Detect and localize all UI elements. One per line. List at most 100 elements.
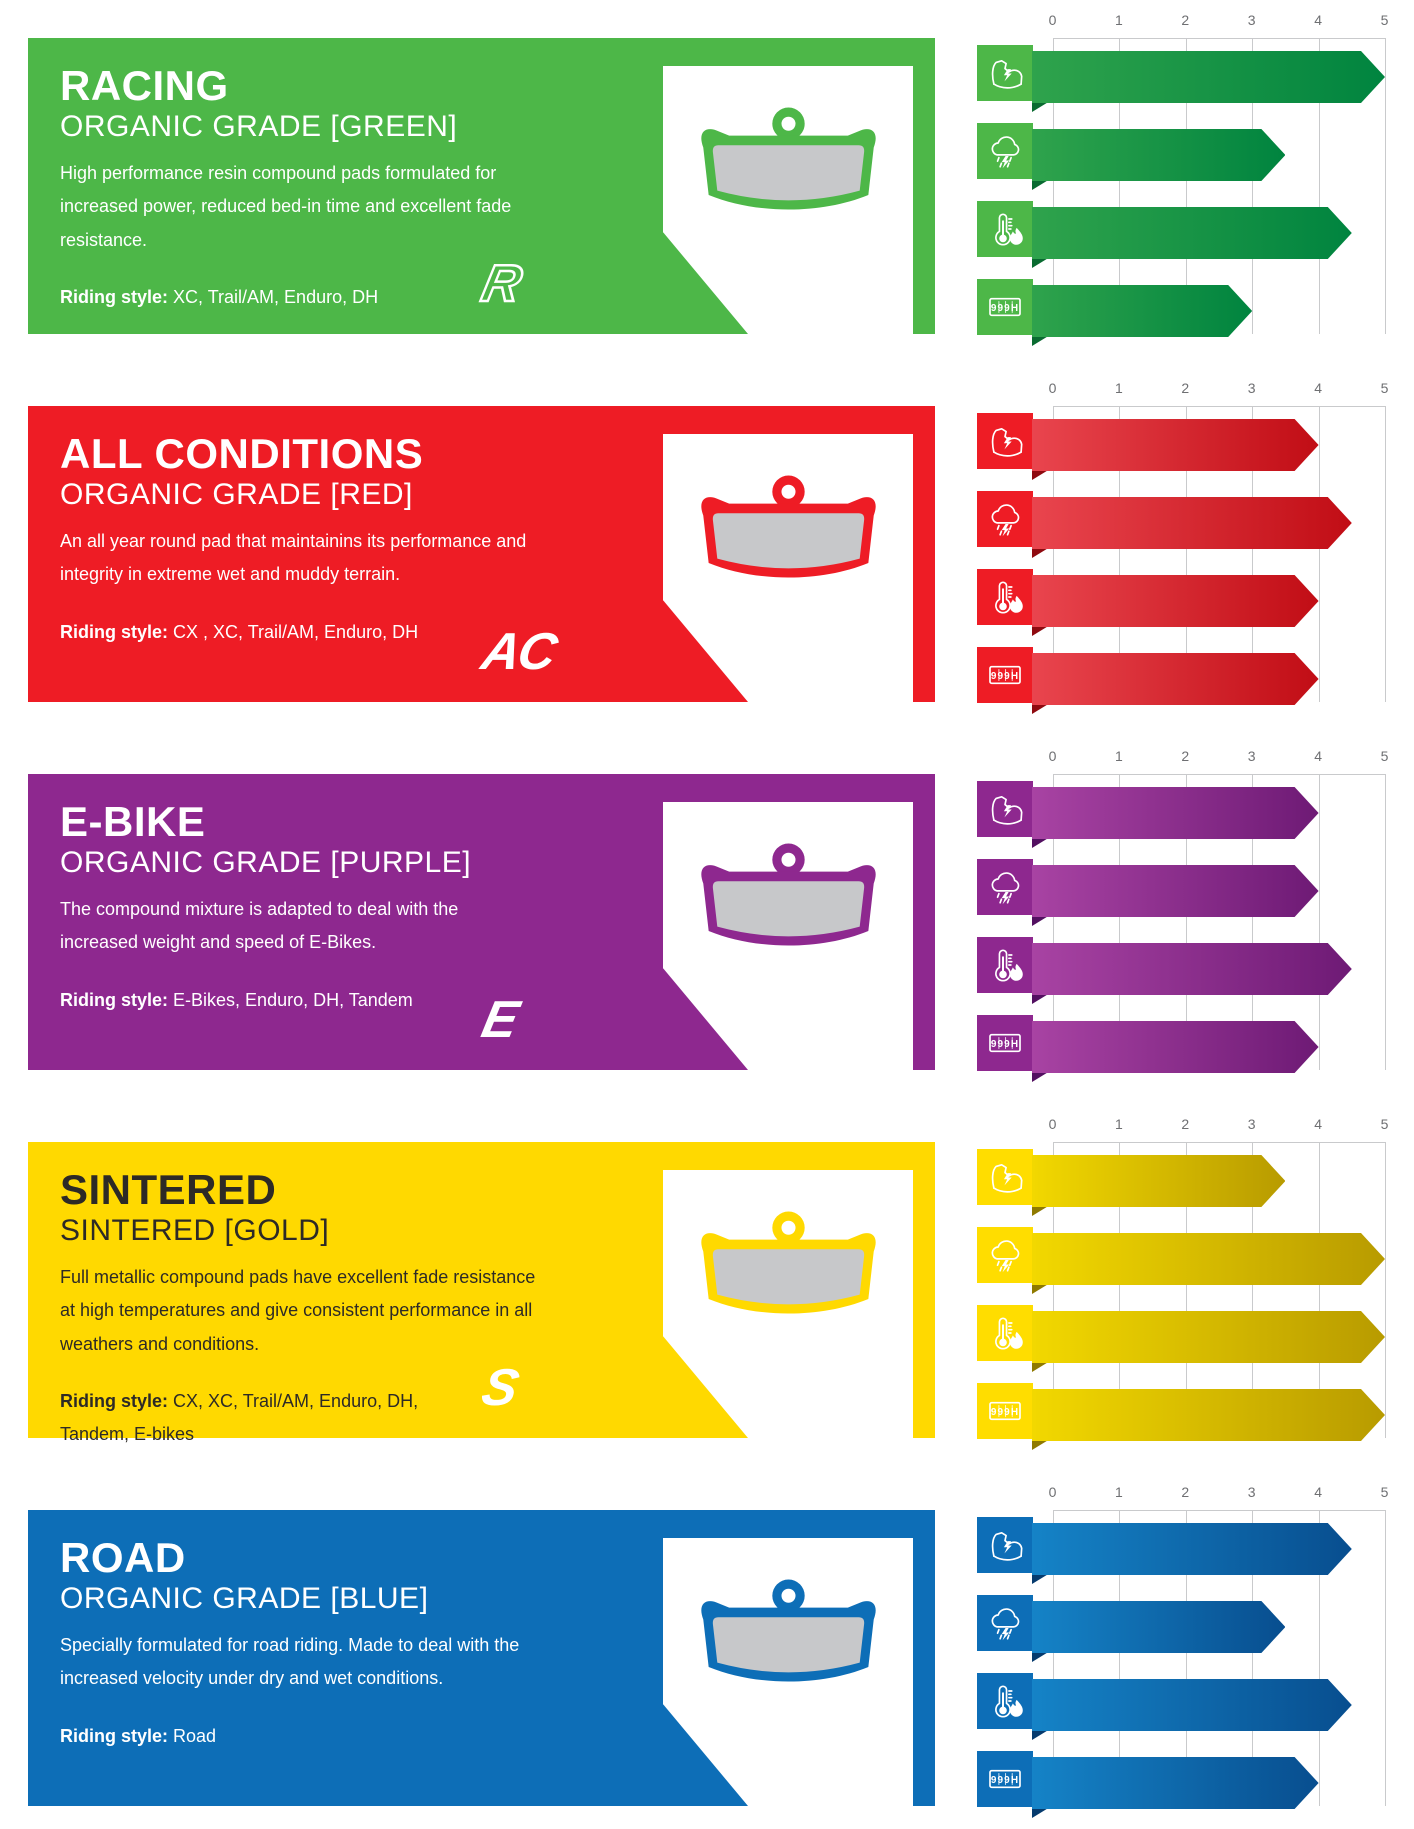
bicep-power-icon [977,781,1033,837]
rating-bar-braking-power [1032,1523,1352,1575]
rating-bar-heat-fade [1032,207,1352,259]
rating-bar-wet-weather [1032,129,1285,181]
rating-row-wet-weather [977,1595,1395,1673]
rating-row-durability: 999H [977,1751,1395,1829]
compound-panel: RACING ORGANIC GRADE [GREEN] High perfor… [28,38,935,334]
chart-grid-top-border [1053,406,1386,407]
brake-pad-illustration [700,1211,876,1314]
axis-tick-label: 0 [1048,380,1058,396]
odometer-999h-icon: 999H [977,279,1033,335]
gridline [1053,1142,1054,1438]
gridline [1318,38,1320,334]
storm-cloud-icon [977,123,1033,179]
rating-row-braking-power [977,1517,1395,1595]
axis-tick-label: 3 [1247,748,1257,764]
gridline [1185,406,1187,702]
ribbon-fold [1032,1205,1050,1216]
gridline [1385,774,1386,1070]
ribbon-fold [1032,1807,1050,1818]
rating-row-braking-power [977,1149,1395,1227]
ribbon-fold [1032,547,1050,558]
panel-subtitle: SINTERED [GOLD] [60,1214,330,1248]
odometer-reading: 999H [991,1775,1019,1786]
axis-tick-label: 1 [1114,748,1124,764]
compound-panel: E-BIKE ORGANIC GRADE [PURPLE] The compou… [28,774,935,1070]
rating-bar-braking-power [1032,419,1319,471]
compound-panel: ROAD ORGANIC GRADE [BLUE] Specially form… [28,1510,935,1806]
gridline [1318,1510,1320,1806]
axis-tick-label: 1 [1114,12,1124,28]
rating-chart: 0 1 2 3 4 5 [977,380,1395,714]
axis-tick-label: 4 [1314,12,1323,28]
gridline [1185,38,1187,334]
panel-subtitle: ORGANIC GRADE [BLUE] [60,1582,429,1616]
rating-row-durability: 999H [977,279,1395,357]
axis-tick-label: 4 [1314,748,1323,764]
storm-cloud-icon [977,1227,1033,1283]
axis-tick-label: 2 [1181,1116,1191,1132]
rating-bar-durability [1032,1389,1385,1441]
ribbon-fold [1032,703,1050,714]
ribbon-fold [1032,1573,1050,1584]
rating-row-durability: 999H [977,1383,1395,1461]
gridline [1252,38,1254,334]
gridline [1318,1142,1320,1438]
compound-panel: SINTERED SINTERED [GOLD] Full metallic c… [28,1142,935,1444]
compound-panel: ALL CONDITIONS ORGANIC GRADE [RED] An al… [28,406,935,702]
axis-tick-label: 1 [1114,380,1124,396]
rating-chart: 0 1 2 3 4 5 [977,1484,1395,1818]
pad-cutout [663,66,913,334]
gridline [1119,406,1121,702]
panel-title: ROAD [60,1534,186,1581]
gridline [1385,1142,1386,1438]
chart-axis: 0 1 2 3 4 5 [977,1484,1395,1504]
riding-style-value: Road [173,1725,217,1746]
rating-row-heat-fade [977,201,1395,279]
riding-style: Riding style: CX, XC, Trail/AM, Enduro, … [60,1385,490,1452]
gridline [1385,406,1386,702]
panel-description: Specially formulated for road riding. Ma… [60,1635,520,1689]
ribbon-fold [1032,257,1050,268]
rating-bar-heat-fade [1032,943,1352,995]
rating-bar-durability [1032,1021,1319,1073]
chart-grid-top-border [1053,774,1386,775]
odometer-999h-icon: 999H [977,1383,1033,1439]
bicep-power-icon [977,1149,1033,1205]
riding-style: Riding style: Road [60,1720,490,1753]
thermometer-flame-icon [977,937,1033,993]
brake-pad-illustration [700,1579,876,1682]
brake-pad-illustration [700,475,876,578]
riding-style-label: Riding style: [60,286,169,307]
rating-chart: 0 1 2 3 4 5 [977,748,1395,1082]
ribbon-fold [1032,625,1050,636]
odometer-999h-icon: 999H [977,647,1033,703]
rating-chart: 0 1 2 3 4 5 [977,12,1395,346]
storm-cloud-icon [977,491,1033,547]
compound-section: ROAD ORGANIC GRADE [BLUE] Specially form… [28,1484,1414,1818]
rating-row-wet-weather [977,123,1395,201]
ribbon-fold [1032,1651,1050,1662]
panel-title: SINTERED [60,1166,277,1213]
thermometer-flame-icon [977,569,1033,625]
panel-text-block: ALL CONDITIONS ORGANIC GRADE [RED] An al… [60,431,560,649]
chart-axis: 0 1 2 3 4 5 [977,1116,1395,1136]
ribbon-fold [1032,469,1050,480]
rating-row-wet-weather [977,859,1395,937]
gridline [1053,1510,1054,1806]
rating-bar-wet-weather [1032,1233,1385,1285]
rating-bar-wet-weather [1032,497,1352,549]
compound-section: RACING ORGANIC GRADE [GREEN] High perfor… [28,12,1414,346]
bicep-power-icon [977,413,1033,469]
rating-bar-heat-fade [1032,1679,1352,1731]
riding-style: Riding style: CX , XC, Trail/AM, Enduro,… [60,616,490,649]
axis-tick-label: 3 [1247,1116,1257,1132]
thermometer-flame-icon [977,201,1033,257]
riding-style-value: CX , XC, Trail/AM, Enduro, DH [173,621,419,642]
gridline [1252,406,1254,702]
pad-cutout [663,1170,913,1438]
ribbon-fold [1032,1283,1050,1294]
axis-tick-label: 5 [1380,12,1390,28]
ribbon-fold [1032,993,1050,1004]
rating-bar-heat-fade [1032,575,1319,627]
